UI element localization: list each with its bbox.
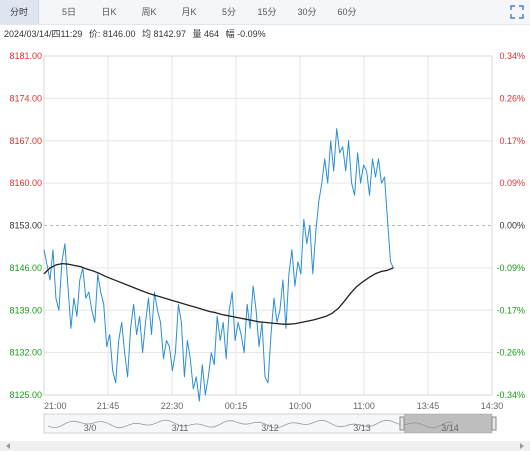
tab-30-min[interactable]: 30分 [297, 7, 317, 17]
info-average: 均 8142.97 [141, 29, 187, 39]
percent-tick-label: 0.09% [499, 178, 525, 188]
percent-tick-label: 0.26% [499, 93, 525, 103]
price-axis-labels: 8181.00 8174.00 8167.00 8160.00 8153.00 8146.… [9, 51, 42, 400]
percent-tick-label: 0.34% [499, 51, 525, 61]
time-axis-labels: 21:00 21:45 22:30 00:15 10:00 11:00 13:45 14:30 [44, 401, 503, 411]
price-tick-label: 8146.00 [9, 263, 42, 273]
tab-intraday[interactable]: 分时 [0, 0, 39, 24]
price-line [43, 128, 394, 402]
tab-15-min[interactable]: 15分 [257, 7, 277, 17]
time-tick-label: 11:00 [353, 401, 375, 411]
time-tick-label: 00:15 [225, 401, 248, 411]
plot-frame [43, 55, 493, 396]
navigator-date-label: 3/13 [353, 423, 371, 433]
range-navigator: 3/0 3/11 3/12 3/13 3/14 [0, 413, 530, 451]
percent-tick-label: 0.17% [499, 136, 525, 146]
percent-tick-label: -0.26% [496, 348, 525, 358]
tab-60-min[interactable]: 60分 [337, 7, 357, 17]
time-tick-label: 22:30 [161, 401, 184, 411]
bottom-scroll-area [0, 441, 530, 451]
scroll-right-arrow-icon [520, 443, 524, 449]
price-tick-label: 8139.00 [9, 305, 42, 315]
period-tab-bar: 分时 5日 日K 周K 月K 5分 15分 30分 60分 [0, 0, 530, 25]
navigator-date-label: 3/11 [172, 423, 189, 433]
navigator-overview-line [47, 419, 453, 429]
percent-tick-label: -0.09% [496, 263, 525, 273]
price-tick-label: 8153.00 [9, 221, 42, 231]
percent-tick-label: 0.00% [499, 221, 525, 231]
navigator-date-label: 3/12 [261, 423, 279, 433]
info-datetime: 2024/03/14/四11:29 [4, 29, 83, 39]
percent-tick-label: -0.17% [496, 305, 525, 315]
time-tick-label: 13:45 [417, 401, 440, 411]
quote-info-bar: 2024/03/14/四11:29 价: 8146.00 均 8142.97 量… [4, 27, 270, 40]
time-tick-label: 21:45 [97, 401, 120, 411]
info-price: 价: 8146.00 [88, 29, 136, 39]
navigator-selected-range [404, 414, 492, 433]
expand-icon[interactable] [510, 5, 524, 19]
tab-daily-k[interactable]: 日K [101, 7, 117, 17]
info-volume: 量 464 [192, 29, 220, 39]
navigator-date-label: 3/14 [441, 423, 459, 433]
chart-series [43, 128, 394, 402]
tab-5-day[interactable]: 5日 [61, 7, 76, 17]
time-tick-label: 14:30 [481, 401, 504, 411]
chart-grid [43, 55, 493, 396]
price-tick-label: 8125.00 [9, 390, 42, 400]
price-tick-label: 8132.00 [9, 348, 42, 358]
price-tick-label: 8181.00 [9, 51, 42, 61]
navigator-date-label: 3/0 [84, 423, 97, 433]
price-tick-label: 8160.00 [9, 178, 42, 188]
average-line [43, 262, 394, 325]
time-tick-label: 21:00 [44, 401, 67, 411]
navigator-right-handle [491, 416, 497, 431]
info-change: 幅 -0.09% [225, 29, 266, 39]
tab-weekly-k[interactable]: 周K [141, 7, 157, 17]
price-tick-label: 8167.00 [9, 136, 42, 146]
scroll-left-arrow-icon [6, 443, 10, 449]
tab-5-min[interactable]: 5分 [221, 7, 236, 17]
price-tick-label: 8174.00 [9, 93, 42, 103]
navigator-left-handle [399, 416, 405, 431]
percent-axis-labels: 0.34% 0.26% 0.17% 0.09% 0.00% -0.09% -0.17% -0.… [496, 51, 525, 400]
time-tick-label: 10:00 [289, 401, 312, 411]
percent-tick-label: -0.34% [496, 390, 525, 400]
tab-monthly-k[interactable]: 月K [181, 7, 197, 17]
